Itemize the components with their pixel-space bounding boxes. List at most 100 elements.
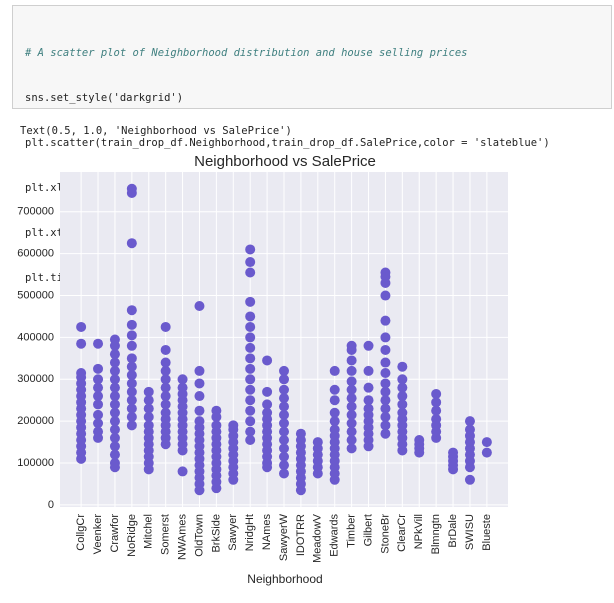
x-tick-label: Gilbert bbox=[362, 514, 374, 546]
x-tick-label: Edwards bbox=[329, 514, 341, 557]
point bbox=[76, 338, 87, 349]
point bbox=[380, 368, 391, 378]
point bbox=[143, 403, 154, 414]
point bbox=[346, 435, 357, 445]
x-tick-label: SWISU bbox=[464, 514, 476, 550]
x-tick-label: SawyerW bbox=[278, 513, 290, 561]
point bbox=[279, 451, 289, 462]
point bbox=[143, 395, 154, 406]
point bbox=[126, 395, 137, 406]
point bbox=[194, 301, 205, 311]
point bbox=[262, 355, 273, 366]
point bbox=[160, 365, 171, 376]
point bbox=[194, 391, 205, 402]
point bbox=[346, 418, 357, 429]
point bbox=[109, 399, 120, 410]
point bbox=[279, 384, 289, 395]
point bbox=[329, 416, 340, 427]
point bbox=[126, 403, 137, 414]
code-cell[interactable]: # A scatter plot of Neighborhood distrib… bbox=[12, 5, 612, 284]
y-tick-label: 500000 bbox=[17, 289, 54, 301]
point bbox=[126, 353, 137, 364]
x-tick-label: NWAmes bbox=[176, 514, 188, 561]
point bbox=[93, 418, 104, 429]
point bbox=[126, 305, 137, 316]
point bbox=[431, 405, 442, 416]
point bbox=[481, 437, 492, 448]
point bbox=[160, 391, 171, 402]
point bbox=[126, 183, 137, 194]
x-tick-label: Crawfor bbox=[109, 514, 121, 553]
point bbox=[245, 342, 256, 353]
point bbox=[245, 257, 256, 268]
point bbox=[380, 357, 391, 368]
point bbox=[245, 353, 256, 364]
point bbox=[109, 391, 120, 402]
point bbox=[346, 376, 357, 387]
chart: Neighborhood vs SalePrice Neighborhood 0… bbox=[17, 153, 508, 586]
point bbox=[262, 407, 273, 418]
point bbox=[109, 449, 120, 460]
point bbox=[279, 435, 289, 445]
point bbox=[93, 382, 104, 393]
point bbox=[397, 399, 408, 410]
point bbox=[380, 344, 391, 355]
point bbox=[143, 411, 154, 422]
y-tick-label: 400000 bbox=[17, 331, 54, 343]
point bbox=[126, 319, 137, 330]
point bbox=[329, 407, 340, 418]
code-line: # A scatter plot of Neighborhood distrib… bbox=[25, 47, 468, 59]
point bbox=[93, 363, 104, 374]
point bbox=[397, 382, 408, 393]
x-tick-label: CollgCr bbox=[75, 514, 87, 551]
y-tick-label: 100000 bbox=[17, 457, 54, 469]
point bbox=[346, 384, 357, 395]
point bbox=[346, 443, 357, 454]
point bbox=[279, 460, 289, 471]
point bbox=[431, 388, 442, 399]
x-tick-label: NoRidge bbox=[126, 514, 138, 557]
y-tick-label: 700000 bbox=[17, 206, 54, 218]
x-tick-label: NridgHt bbox=[244, 514, 256, 551]
x-tick-label: NPkVill bbox=[413, 514, 425, 549]
point bbox=[245, 311, 256, 322]
point bbox=[143, 420, 154, 431]
point bbox=[363, 403, 374, 414]
point bbox=[363, 340, 374, 351]
point bbox=[126, 420, 137, 431]
point bbox=[245, 395, 256, 406]
point bbox=[160, 344, 171, 355]
point bbox=[245, 321, 256, 332]
point bbox=[380, 420, 391, 431]
point bbox=[448, 447, 459, 458]
x-tick-label: Blueste bbox=[481, 514, 493, 551]
point bbox=[363, 395, 374, 406]
x-tick-label: BrkSide bbox=[210, 514, 222, 553]
x-tick-label: BrDale bbox=[447, 514, 459, 548]
point bbox=[279, 426, 289, 437]
point bbox=[245, 332, 256, 343]
point bbox=[329, 395, 340, 406]
point bbox=[109, 365, 120, 376]
point bbox=[76, 368, 87, 378]
point bbox=[126, 330, 137, 341]
point bbox=[160, 399, 171, 410]
y-tick-label: 600000 bbox=[17, 248, 54, 260]
point bbox=[312, 437, 323, 448]
point bbox=[279, 468, 289, 479]
point bbox=[363, 365, 374, 376]
point bbox=[279, 393, 289, 404]
point bbox=[295, 428, 306, 439]
y-tick-label: 300000 bbox=[17, 373, 54, 385]
x-tick-label: Mitchel bbox=[143, 514, 155, 549]
point bbox=[126, 411, 137, 422]
x-tick-label: StoneBr bbox=[379, 514, 391, 554]
x-tick-label: Somerst bbox=[160, 514, 172, 555]
point bbox=[346, 401, 357, 412]
point bbox=[346, 340, 357, 351]
point bbox=[380, 378, 391, 389]
point bbox=[109, 416, 120, 427]
point bbox=[126, 238, 137, 249]
point bbox=[194, 416, 205, 427]
point bbox=[245, 363, 256, 374]
